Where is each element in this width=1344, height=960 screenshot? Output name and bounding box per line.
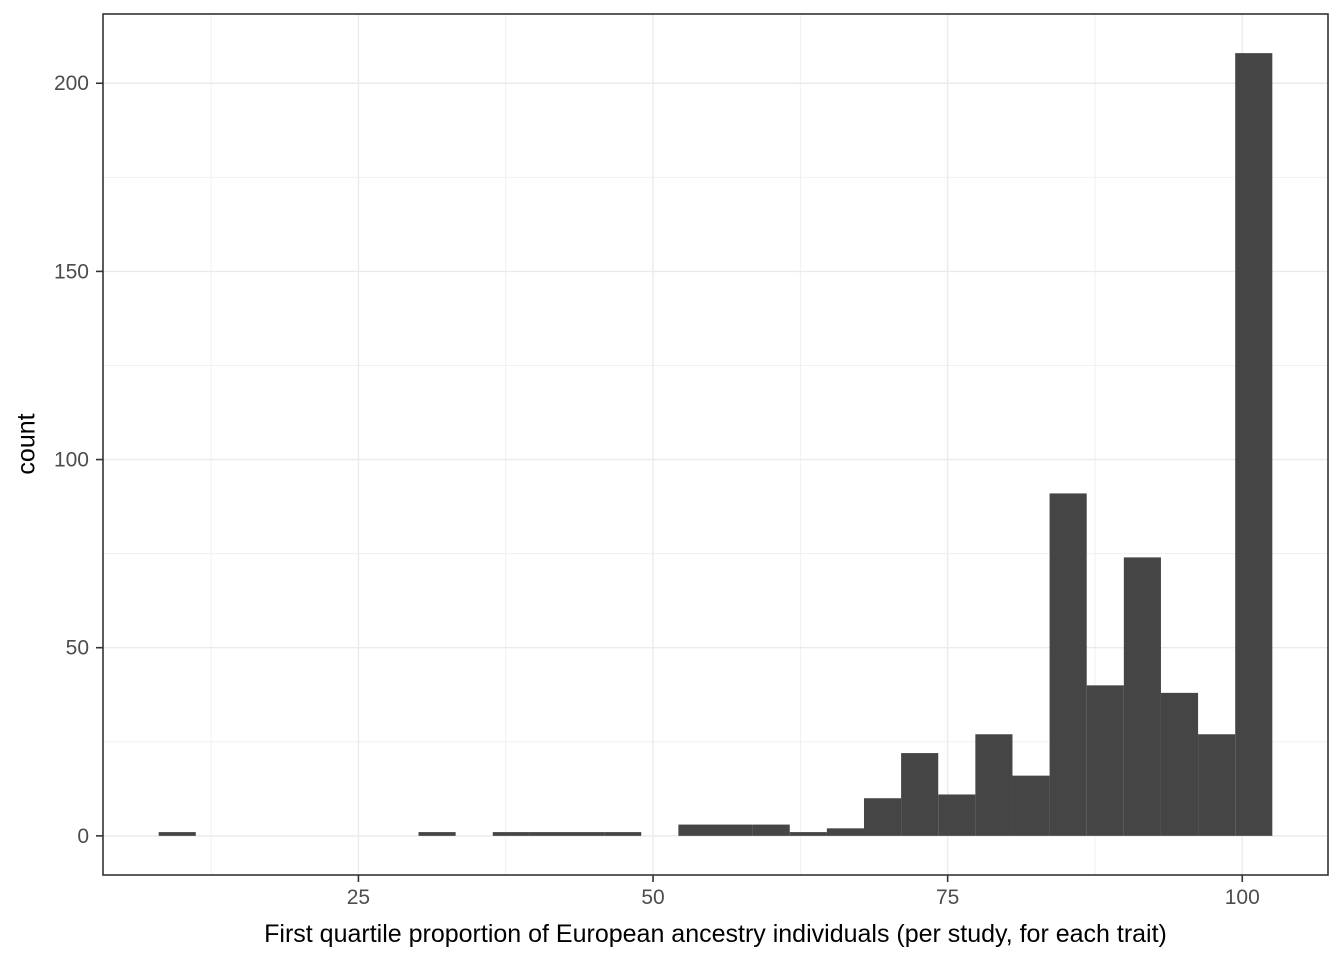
y-tick-label: 0: [77, 825, 89, 848]
y-tick-label: 100: [54, 449, 89, 472]
histogram-bar: [158, 832, 196, 836]
x-tick-label: 25: [347, 886, 370, 909]
x-tick-label: 50: [641, 886, 664, 909]
histogram-bar: [975, 734, 1013, 836]
histogram-bar: [715, 824, 753, 836]
histogram-bar: [1086, 685, 1124, 836]
histogram-bar: [1235, 53, 1273, 836]
x-axis-title: First quartile proportion of European an…: [264, 920, 1167, 948]
y-tick-label: 200: [54, 72, 89, 95]
histogram-bar: [529, 832, 568, 836]
panel-border: [102, 13, 1329, 876]
y-axis-title: count: [12, 413, 41, 475]
histogram-bar: [604, 832, 642, 836]
histogram-bar: [1012, 775, 1050, 836]
histogram-bar: [826, 828, 864, 836]
x-tick-label: 100: [1225, 886, 1260, 909]
histogram-bar: [492, 832, 530, 836]
histogram-bar: [789, 832, 827, 836]
x-tick-label: 75: [936, 886, 959, 909]
histogram-bar: [567, 832, 605, 836]
y-tick-label: 150: [54, 260, 89, 283]
histogram-bar: [938, 794, 976, 836]
histogram-bar: [901, 753, 939, 836]
histogram-bar: [678, 824, 716, 836]
y-tick-label: 50: [66, 637, 89, 660]
histogram-bar: [752, 824, 790, 836]
histogram-bar: [418, 832, 456, 836]
histogram-bar: [1123, 557, 1161, 836]
histogram-bar: [1198, 734, 1236, 836]
histogram-bar: [1049, 493, 1087, 836]
histogram-bar: [863, 798, 902, 836]
histogram-bar: [1160, 692, 1199, 836]
